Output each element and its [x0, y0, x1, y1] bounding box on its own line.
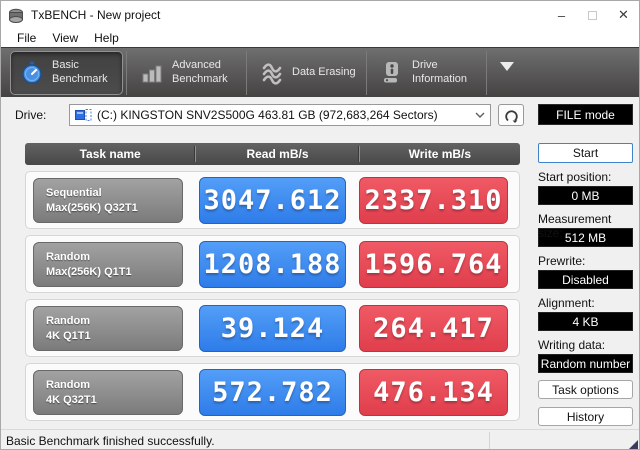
write-value: 2337.310: [359, 177, 508, 224]
read-value: 572.782: [199, 369, 346, 416]
minimize-button[interactable]: –: [557, 7, 566, 23]
measurement-size-value: 512 MB: [538, 228, 633, 247]
write-value: 264.417: [359, 305, 508, 352]
table-row: Sequential Max(256K) Q32T1 3047.612 2337…: [25, 171, 520, 229]
window-controls: – ✕: [546, 1, 639, 29]
toolbar-separator: [246, 50, 247, 95]
toolbar-overflow-arrow-icon[interactable]: [500, 62, 514, 71]
header-separator: [358, 146, 360, 162]
settings-sidebar: Start Start position: 0 MB Measurement s…: [538, 143, 633, 426]
writing-data-label: Writing data:: [538, 338, 606, 352]
read-value: 1208.188: [199, 241, 346, 288]
alignment-label: Alignment:: [538, 296, 595, 310]
main-area: Drive: (C:) KINGSTON SNV2S500G 463.81 GB…: [1, 97, 639, 429]
prewrite-label: Prewrite:: [538, 254, 586, 268]
measurement-size-label: Measurement size:: [538, 212, 612, 240]
read-value: 39.124: [199, 305, 346, 352]
refresh-drives-button[interactable]: [498, 104, 524, 126]
tab-data-erasing[interactable]: Data Erasing: [250, 51, 363, 95]
task-options-button[interactable]: Task options: [538, 380, 633, 399]
drive-select[interactable]: (C:) KINGSTON SNV2S500G 463.81 GB (972,6…: [69, 104, 491, 126]
toolbar: Basic Benchmark Advanced Benchmark Data Er…: [1, 47, 639, 97]
menu-bar: File View Help: [1, 29, 639, 47]
task-button[interactable]: Random Max(256K) Q1T1: [33, 242, 183, 287]
read-value: 3047.612: [199, 177, 346, 224]
writing-data-value: Random number: [538, 354, 633, 373]
file-mode-button[interactable]: FILE mode: [538, 104, 633, 125]
start-position-label: Start position:: [538, 170, 612, 184]
header-separator: [195, 146, 197, 162]
header-task-name: Task name: [79, 147, 141, 161]
menu-help[interactable]: Help: [94, 31, 119, 45]
table-row: Random 4K Q1T1 39.124 264.417: [25, 299, 520, 357]
drive-icon: [75, 109, 92, 121]
erase-squiggle-icon: [262, 62, 282, 85]
task-button[interactable]: Sequential Max(256K) Q32T1: [33, 178, 183, 223]
alignment-value: 4 KB: [538, 312, 633, 331]
title-bar: TxBENCH - New project – ✕: [1, 1, 639, 29]
status-message: Basic Benchmark finished successfully.: [6, 433, 215, 448]
toolbar-separator: [486, 50, 487, 95]
close-button[interactable]: ✕: [618, 7, 629, 22]
drive-label: Drive:: [15, 108, 47, 122]
history-button[interactable]: History: [538, 407, 633, 426]
stopwatch-icon: [22, 61, 42, 84]
menu-file[interactable]: File: [17, 31, 37, 45]
tab-label: Basic Benchmark: [52, 58, 108, 85]
tab-label: Advanced Benchmark: [172, 58, 228, 85]
table-row: Random 4K Q32T1 572.782 476.134: [25, 363, 520, 421]
maximize-icon: [588, 10, 597, 20]
tab-basic-benchmark[interactable]: Basic Benchmark: [10, 50, 123, 95]
toolbar-separator: [366, 50, 367, 95]
prewrite-value: Disabled: [538, 270, 633, 289]
drive-info-icon: [384, 61, 398, 82]
status-bar: Basic Benchmark finished successfully.: [1, 429, 639, 449]
header-write: Write mB/s: [408, 147, 472, 161]
status-separator: [489, 432, 490, 449]
start-position-value: 0 MB: [538, 186, 633, 205]
tab-advanced-benchmark[interactable]: Advanced Benchmark: [130, 51, 243, 95]
window-title: TxBENCH - New project: [31, 8, 161, 22]
chevron-down-icon: [475, 112, 485, 118]
write-value: 476.134: [359, 369, 508, 416]
table-row: Random Max(256K) Q1T1 1208.188 1596.764: [25, 235, 520, 293]
bar-chart-icon: [142, 65, 162, 82]
task-button[interactable]: Random 4K Q1T1: [33, 306, 183, 351]
start-button[interactable]: Start: [538, 143, 633, 163]
refresh-icon: [504, 109, 518, 123]
toolbar-separator: [126, 50, 127, 95]
resize-grip[interactable]: [628, 440, 638, 449]
menu-view[interactable]: View: [52, 31, 79, 45]
maximize-button[interactable]: [577, 1, 608, 29]
app-icon: [9, 8, 23, 23]
benchmark-table-header: Task name Read mB/s Write mB/s: [25, 143, 520, 165]
tab-label: Data Erasing: [292, 65, 356, 78]
drive-selected-text: (C:) KINGSTON SNV2S500G 463.81 GB (972,6…: [97, 108, 438, 122]
header-read: Read mB/s: [246, 147, 309, 161]
write-value: 1596.764: [359, 241, 508, 288]
tab-label: Drive Information: [412, 58, 468, 85]
tab-drive-information[interactable]: Drive Information: [370, 51, 483, 95]
task-button[interactable]: Random 4K Q32T1: [33, 370, 183, 415]
benchmark-rows: Sequential Max(256K) Q32T1 3047.612 2337…: [25, 171, 520, 427]
